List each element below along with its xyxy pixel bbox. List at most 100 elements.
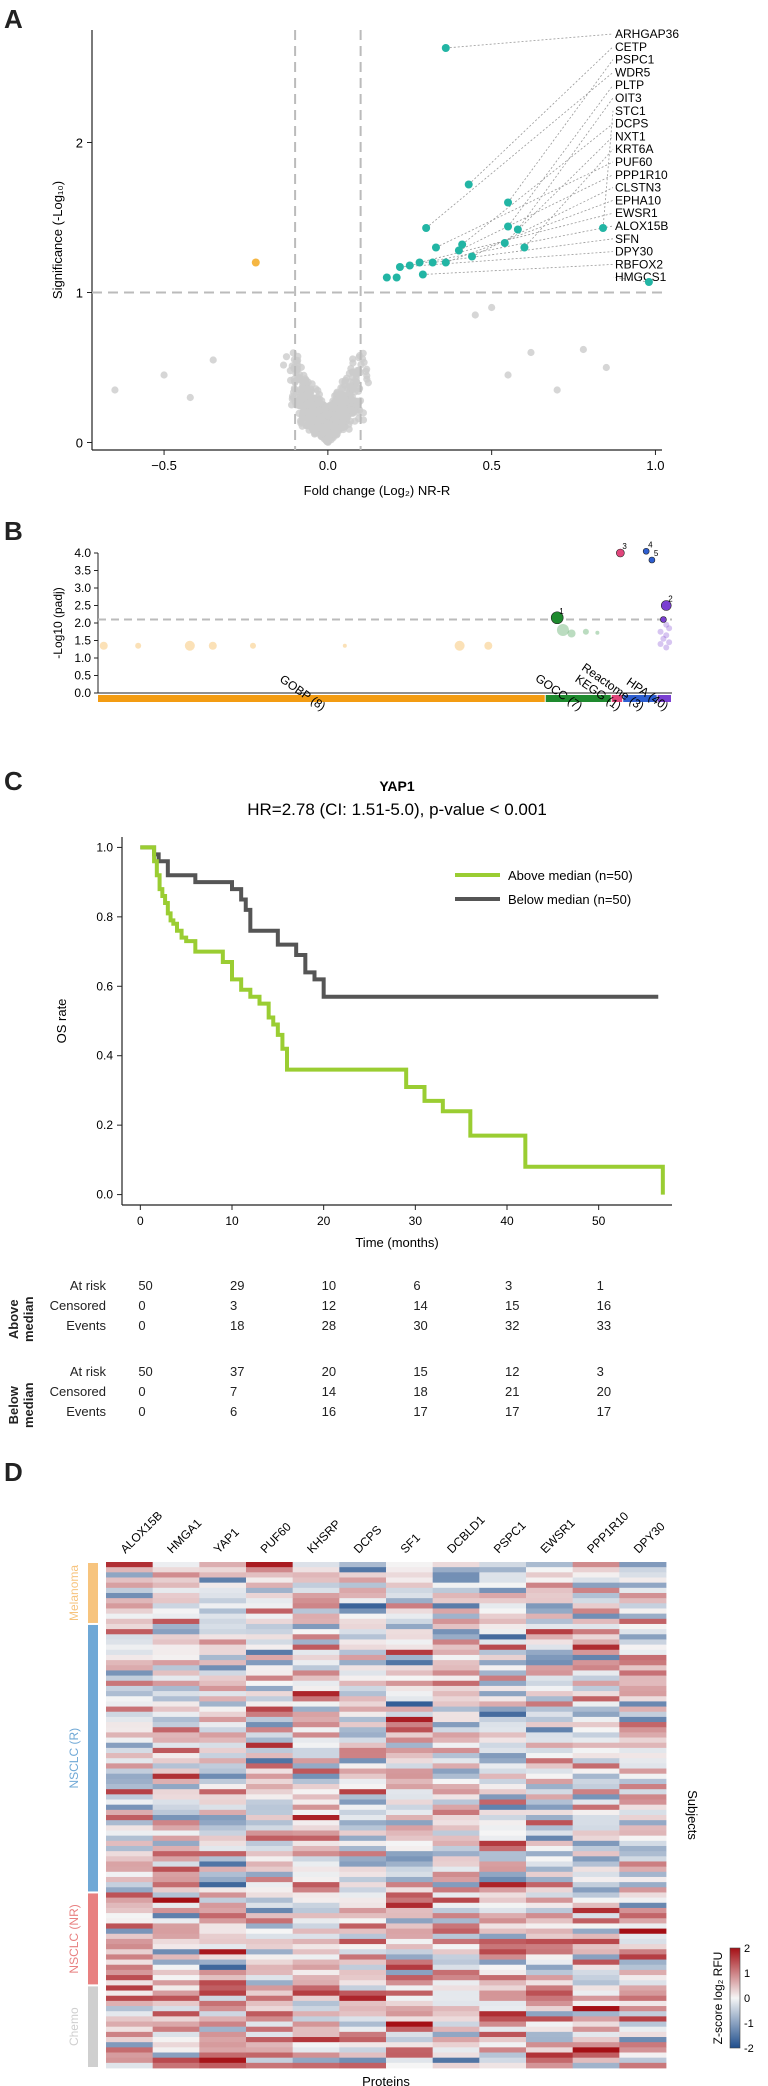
heatmap-cell	[246, 1887, 294, 1893]
heatmap-cell	[432, 1840, 480, 1847]
heatmap-cell	[572, 1990, 620, 1997]
heatmap-cell	[246, 1784, 294, 1790]
heatmap-cell	[246, 1928, 294, 1935]
heatmap-cell	[152, 1887, 200, 1893]
heatmap-cell	[432, 1876, 480, 1883]
heatmap-cell	[619, 2026, 667, 2033]
heatmap-cell	[386, 1572, 434, 1578]
heatmap-cell	[152, 1773, 200, 1780]
column-label: DPY30	[631, 1519, 668, 1556]
heatmap-cell	[386, 2057, 434, 2064]
gene-label: ALOX15B	[615, 219, 668, 233]
heatmap-cell	[432, 1592, 480, 1599]
heatmap-cell	[619, 1964, 667, 1971]
heatmap-cell	[246, 1608, 294, 1615]
panel-label-a: A	[4, 4, 23, 34]
heatmap-cell	[199, 1789, 247, 1795]
heatmap-cell	[152, 1696, 200, 1702]
heatmap-cell	[572, 1876, 620, 1883]
heatmap-cell	[106, 1809, 154, 1816]
risk-value: 50	[138, 1364, 153, 1379]
heatmap-cell	[572, 1696, 620, 1702]
heatmap-cell	[526, 1933, 574, 1940]
heatmap-cell	[339, 1851, 387, 1857]
heatmap-cell	[199, 1851, 247, 1857]
heatmap-cell	[479, 1654, 527, 1661]
heatmap-cell	[526, 1660, 574, 1666]
heatmap-cell	[572, 1964, 620, 1971]
heatmap-cell	[572, 2006, 620, 2012]
heatmap-cell	[339, 1758, 387, 1764]
heatmap-cell	[619, 1969, 667, 1976]
heatmap-cell	[152, 1603, 200, 1609]
heatmap-cell	[479, 1964, 527, 1971]
heatmap-cell	[292, 1670, 340, 1676]
heatmap-cell	[339, 1825, 387, 1831]
heatmap-cell	[479, 1763, 527, 1769]
heatmap-cell	[199, 1897, 247, 1904]
heatmap-cell	[432, 1794, 480, 1800]
heatmap-cell	[479, 2000, 527, 2007]
heatmap-cell	[106, 1629, 154, 1635]
heatmap-cell	[432, 1562, 480, 1568]
heatmap-cell	[152, 1711, 200, 1718]
colorbar-label: Z-score log₂ RFU	[711, 1952, 725, 2045]
heatmap-cell	[479, 2016, 527, 2022]
heatmap-cell	[619, 1758, 667, 1764]
chart-title: YAP1	[379, 778, 415, 794]
connector	[409, 225, 614, 266]
term-point	[642, 547, 650, 555]
heatmap-cell	[106, 1830, 154, 1837]
heatmap-cell	[246, 1975, 294, 1981]
heatmap-cell	[199, 2000, 247, 2007]
heatmap-cell	[526, 1851, 574, 1857]
heatmap-cell	[619, 1665, 667, 1671]
heatmap-cell	[246, 1897, 294, 1904]
background-point	[346, 382, 354, 390]
heatmap-cell	[199, 1634, 247, 1640]
heatmap-cell	[292, 1634, 340, 1640]
heatmap-cell	[106, 1835, 154, 1842]
heatmap-cell	[246, 1665, 294, 1671]
heatmap-cell	[526, 1768, 574, 1775]
heatmap-cell	[526, 2021, 574, 2028]
risk-value: 37	[230, 1364, 245, 1379]
heatmap-cell	[386, 1773, 434, 1780]
heatmap-cell	[526, 1778, 574, 1785]
heatmap-cell	[106, 1799, 154, 1806]
risk-value: 15	[413, 1364, 428, 1379]
heatmap-cell	[152, 2057, 200, 2064]
heatmap-cell	[152, 1587, 200, 1594]
heatmap-cell	[572, 2042, 620, 2048]
heatmap-cell	[106, 2052, 154, 2059]
risk-group-label: Below median	[6, 1382, 36, 1428]
gene-label: OIT3	[615, 91, 642, 105]
gene-label: PLTP	[615, 78, 644, 92]
heatmap-cell	[339, 1660, 387, 1666]
heatmap-cell	[106, 1562, 154, 1568]
heatmap-cell	[339, 1753, 387, 1759]
heatmap-cell	[526, 1727, 574, 1733]
heatmap-cell	[199, 1691, 247, 1697]
heatmap-cell	[526, 1876, 574, 1883]
heatmap-cell	[152, 1928, 200, 1935]
heatmap-cell	[246, 1980, 294, 1986]
gene-label: KRT6A	[615, 142, 653, 156]
heatmap-cell	[386, 1933, 434, 1940]
risk-value: 0	[138, 1404, 146, 1419]
heatmap-cell	[339, 1871, 387, 1878]
heatmap-cell	[199, 2021, 247, 2028]
heatmap-cell	[619, 1918, 667, 1924]
heatmap-cell	[432, 1773, 480, 1780]
heatmap-cell	[432, 1758, 480, 1764]
heatmap-cell	[106, 1727, 154, 1733]
term-point-label: 1	[559, 607, 564, 616]
heatmap-cell	[526, 1944, 574, 1950]
heatmap-cell	[432, 1654, 480, 1661]
heatmap-cell	[432, 1851, 480, 1857]
heatmap-cell	[479, 1737, 527, 1744]
heatmap-cell	[479, 1897, 527, 1904]
heatmap-cell	[386, 1618, 434, 1625]
heatmap-cell	[572, 1753, 620, 1759]
heatmap-cell	[339, 1866, 387, 1873]
